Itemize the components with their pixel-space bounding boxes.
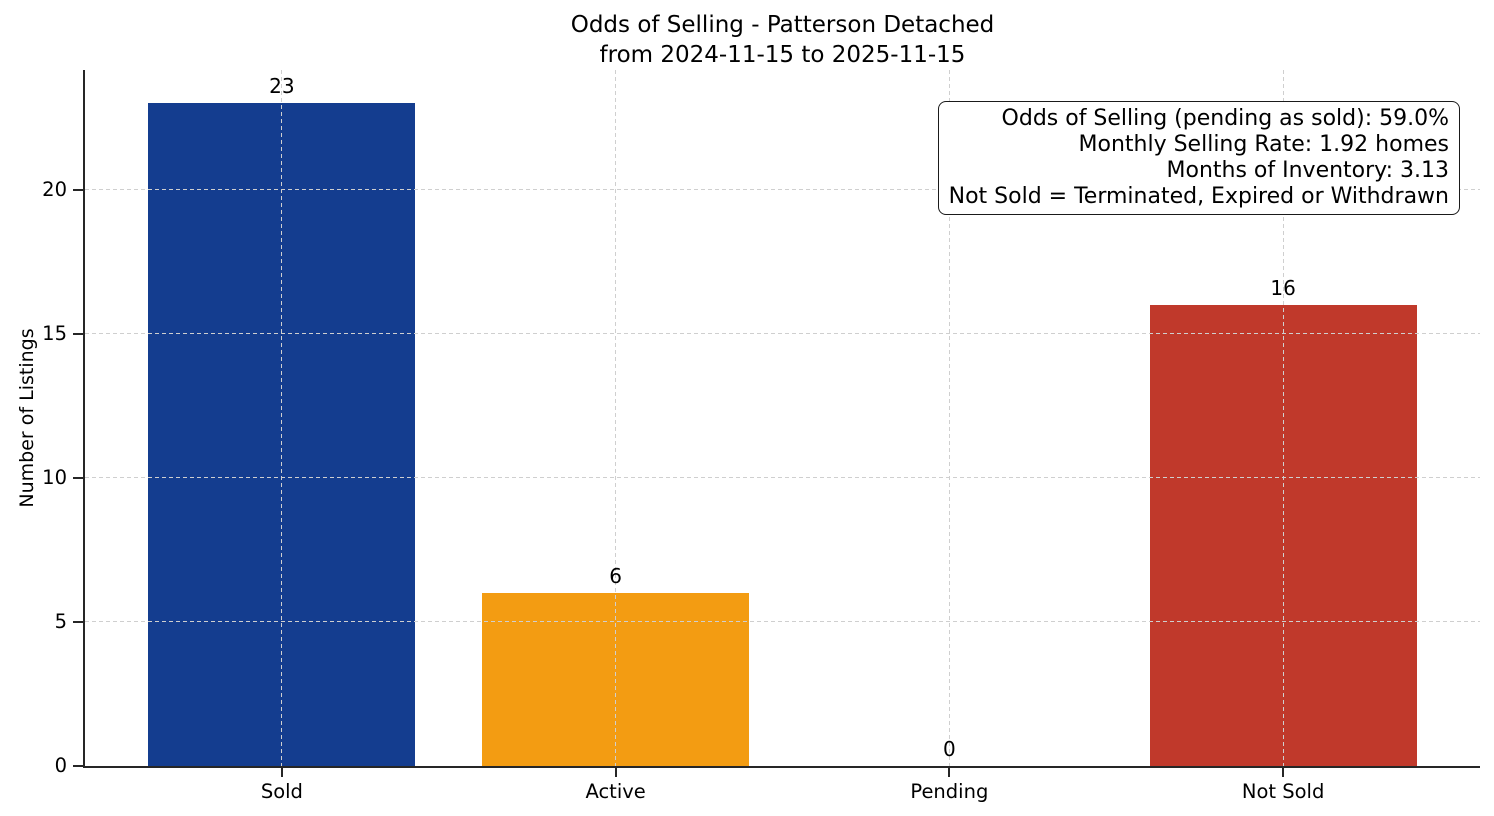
y-tick-label: 0 — [54, 754, 67, 777]
annotation-line-notsold: Not Sold = Terminated, Expired or Withdr… — [948, 184, 1449, 209]
x-tick-label: Pending — [910, 780, 989, 803]
x-tick-mark — [280, 768, 283, 777]
y-tick-label: 15 — [42, 321, 67, 345]
chart-title: Odds of Selling - Patterson Detached fro… — [85, 10, 1480, 70]
y-tick-mark — [73, 332, 83, 335]
x-tick-mark — [1282, 768, 1285, 777]
gridline-horizontal — [85, 189, 1480, 191]
gridline-vertical — [615, 70, 617, 766]
gridline-vertical — [1282, 70, 1284, 766]
gridline-vertical — [281, 70, 283, 766]
x-axis-spine — [83, 766, 1480, 768]
y-tick-mark — [73, 188, 83, 191]
x-tick-label: Active — [585, 780, 646, 803]
annotation-line-rate: Monthly Selling Rate: 1.92 homes — [1078, 132, 1449, 157]
chart-title-line2: from 2024-11-15 to 2025-11-15 — [599, 42, 966, 68]
gridline-vertical — [948, 70, 950, 766]
x-tick-label: Sold — [260, 780, 303, 803]
x-tick-mark — [948, 768, 951, 777]
y-tick-label: 10 — [42, 465, 67, 489]
x-tick-mark — [614, 768, 617, 777]
gridline-horizontal — [85, 477, 1480, 479]
y-tick-mark — [73, 476, 83, 479]
bar-value-label: 16 — [1270, 275, 1296, 300]
y-axis-spine — [83, 70, 85, 768]
bar-value-label: 23 — [269, 74, 295, 99]
annotation-line-odds: Odds of Selling (pending as sold): 59.0% — [1001, 106, 1449, 131]
bar-value-label: 0 — [942, 737, 956, 761]
y-tick-label: 20 — [42, 177, 67, 201]
plot-area: Odds of Selling (pending as sold): 59.0%… — [42, 70, 1480, 803]
y-tick-label: 5 — [54, 609, 67, 633]
stats-annotation-box: Odds of Selling (pending as sold): 59.0%… — [937, 101, 1460, 215]
bar-value-label: 6 — [609, 564, 622, 589]
y-tick-mark — [73, 765, 83, 767]
y-tick-mark — [73, 620, 83, 623]
x-tick-label: Not Sold — [1241, 780, 1325, 803]
chart-title-line1: Odds of Selling - Patterson Detached — [570, 12, 995, 38]
gridline-horizontal — [85, 621, 1480, 623]
annotation-line-inventory: Months of Inventory: 3.13 — [1166, 158, 1449, 183]
gridline-horizontal — [85, 333, 1480, 335]
